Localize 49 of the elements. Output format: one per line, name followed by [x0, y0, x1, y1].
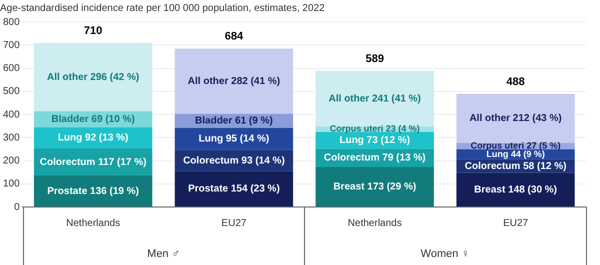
bar [456, 94, 575, 143]
bar [34, 42, 152, 112]
bar [34, 127, 152, 148]
chart-title: Age-standardised incidence rate per 100 000 population, estimates, 2022 [0, 2, 326, 14]
bar [456, 172, 575, 206]
data-label: Breast 173 (29 %) [333, 181, 416, 192]
y-tick-label: 500 [2, 86, 20, 98]
y-tick-label: 100 [2, 178, 20, 190]
bar [174, 48, 294, 114]
text: Women ♀ [420, 248, 470, 260]
y-tick-label: 700 [2, 40, 20, 51]
text: Men ♂ [147, 248, 180, 260]
y-tick-label: 800 [2, 16, 20, 28]
data-label: Prostate 136 (19 %) [47, 186, 139, 197]
total-label: 488 [506, 76, 525, 88]
bar [316, 70, 434, 127]
data-label: Colorectum 117 (17 %) [40, 156, 146, 168]
data-label: Lung 73 (12 %) [339, 135, 410, 146]
data-label: Corpus uteri 23 (4 %) [330, 124, 420, 134]
y-tick-label: 200 [2, 156, 20, 166]
data-label: Prostate 154 (23 %) [188, 184, 280, 195]
total-label: 710 [84, 24, 102, 37]
data-label: Colorectum 79 (13 %) [324, 152, 426, 164]
x-tick-label: EU27 [221, 218, 247, 229]
data-label: Bladder 61 (9 %) [195, 116, 273, 127]
total-label: 684 [224, 30, 244, 43]
data-label: Colorectum 93 (14 %) [183, 155, 285, 166]
y-tick-label: 600 [2, 63, 20, 74]
data-label: Lung 95 (14 %) [198, 134, 270, 145]
bar [316, 166, 434, 206]
data-label: Bladder 69 (10 %) [51, 114, 135, 125]
data-label: All other 296 (42 %) [46, 72, 140, 83]
data-label: Lung 44 (9 %) [486, 148, 545, 159]
bar [34, 176, 152, 206]
total-label: 589 [366, 52, 384, 65]
data-label: Breast 148 (30 %) [474, 184, 557, 196]
bar [174, 171, 294, 206]
x-tick-label: Netherlands [348, 218, 402, 229]
x-tick-label: Netherlands [66, 218, 120, 229]
data-label: All other 212 (43 %) [469, 113, 562, 124]
data-label: Colorectum 58 (12 %) [464, 160, 566, 172]
y-tick-label: 400 [2, 109, 20, 120]
data-label: Lung 92 (13 %) [58, 132, 128, 144]
data-label: All other 241 (41 %) [328, 93, 421, 104]
y-tick-label: 0 [14, 202, 20, 213]
data-label: Corpus uteri 27 (5 %) [470, 140, 561, 151]
data-label: All other 282 (41 %) [188, 76, 280, 87]
y-tick-label: 300 [2, 132, 20, 144]
x-tick-label: EU27 [503, 218, 529, 229]
